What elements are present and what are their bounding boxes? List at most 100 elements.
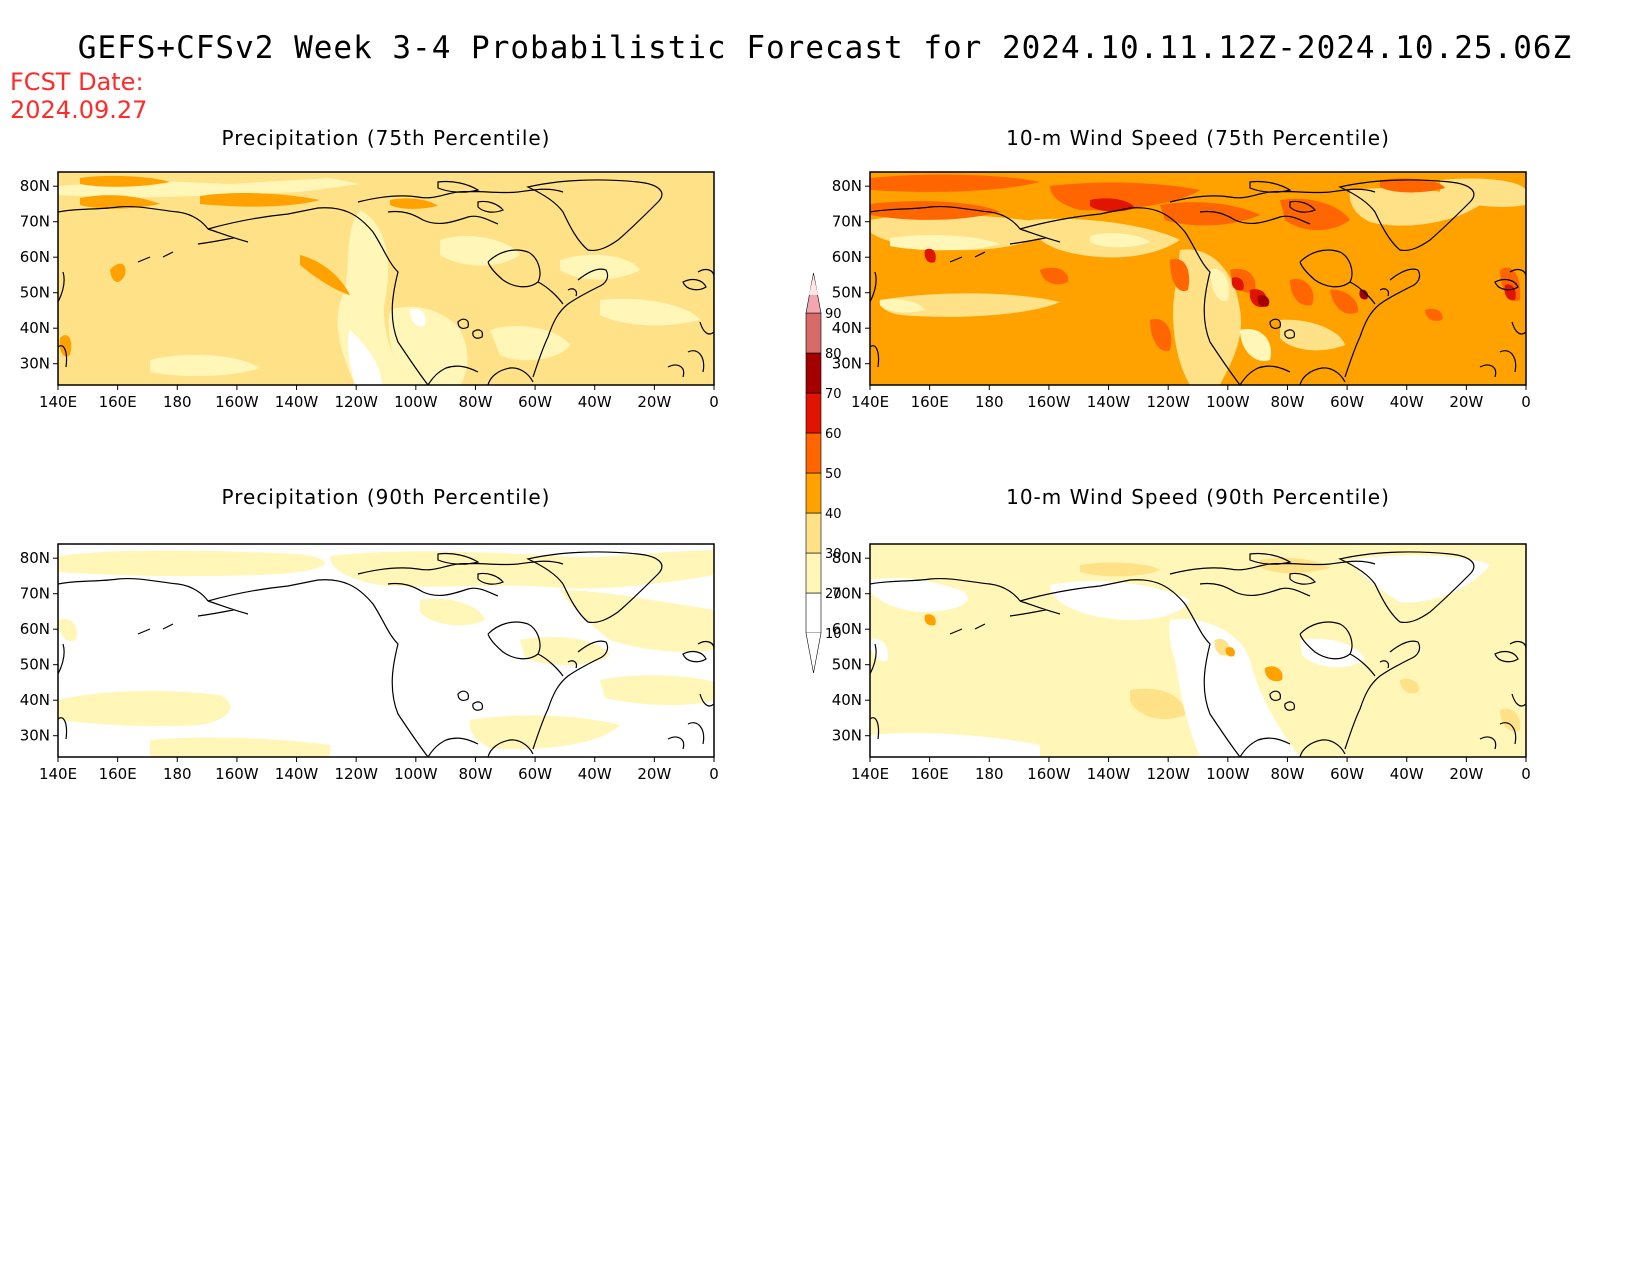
lat-tick-label: 70N [20, 213, 50, 231]
map-frame [57, 171, 715, 386]
colorbar-swatch [805, 432, 822, 474]
lon-tick-label: 140W [275, 393, 319, 411]
lon-tick-label: 160E [911, 765, 949, 783]
lon-tick-label: 20W [1449, 393, 1483, 411]
lat-tick-label: 80N [832, 177, 862, 195]
lon-tick-label: 160W [1027, 393, 1071, 411]
lon-tick-label: 140W [1087, 393, 1131, 411]
lat-tick-label: 60N [832, 248, 862, 266]
lat-tick-label: 60N [832, 620, 862, 638]
lat-tick-label: 80N [20, 549, 50, 567]
colorbar-top-cap [809, 275, 818, 295]
lon-tick-label: 140E [39, 765, 77, 783]
lat-tick-label: 30N [20, 727, 50, 745]
map-panel-wind-90 [870, 544, 1526, 757]
map-frame [869, 543, 1527, 758]
probability-contours-high [1080, 557, 1521, 732]
lat-tick-label: 50N [832, 284, 862, 302]
colorbar-swatch [805, 352, 822, 394]
coastline [870, 551, 1526, 757]
map-frame [869, 171, 1527, 386]
panel-title-precip-90: Precipitation (90th Percentile) [221, 485, 551, 509]
lon-tick-label: 160W [1027, 765, 1071, 783]
forecast-date: FCST Date: 2024.09.27 [10, 68, 147, 124]
lon-tick-label: 60W [1330, 393, 1364, 411]
lon-tick-label: 180 [975, 765, 1004, 783]
map-panel-precip-90 [58, 544, 714, 757]
lat-tick-label: 70N [832, 585, 862, 603]
lat-tick-label: 80N [832, 549, 862, 567]
map-panel-wind-75 [870, 172, 1526, 385]
lon-tick-label: 180 [975, 393, 1004, 411]
lon-tick-label: 160W [215, 393, 259, 411]
lon-tick-label: 0 [709, 393, 719, 411]
lon-tick-label: 60W [518, 393, 552, 411]
lat-tick-label: 40N [20, 691, 50, 709]
lat-tick-label: 50N [20, 284, 50, 302]
colorbar-swatch [805, 592, 822, 634]
colorbar-tick-label: 70 [825, 387, 842, 402]
lon-tick-label: 140E [851, 765, 889, 783]
colorbar-tick-label: 60 [825, 427, 842, 442]
colorbar: 90 80 70 60 50 40 30 20 10 [805, 272, 842, 674]
probability-contours-lower [880, 233, 1271, 361]
lon-tick-label: 140W [1087, 765, 1131, 783]
probability-contours-high [59, 175, 438, 357]
colorbar-tick-label: 20 [825, 587, 842, 602]
lon-tick-label: 120W [1146, 765, 1190, 783]
lon-tick-label: 120W [334, 393, 378, 411]
coastline-panel-1 [870, 179, 1526, 385]
lon-tick-label: 80W [1270, 393, 1304, 411]
lon-tick-label: 120W [334, 765, 378, 783]
probability-contours-low [58, 550, 714, 757]
probability-contours-min [347, 308, 426, 385]
map-panel-precip-75 [58, 172, 714, 385]
lat-tick-label: 80N [20, 177, 50, 195]
lon-tick-label: 20W [1449, 765, 1483, 783]
lon-tick-label: 40W [578, 765, 612, 783]
coastline [870, 179, 1526, 385]
lon-tick-label: 180 [163, 393, 192, 411]
lat-tick-label: 60N [20, 620, 50, 638]
lat-tick-label: 30N [20, 355, 50, 373]
lon-tick-label: 160E [99, 765, 137, 783]
lon-tick-label: 140E [39, 393, 77, 411]
lon-tick-label: 0 [709, 765, 719, 783]
lon-tick-label: 120W [1146, 393, 1190, 411]
lon-tick-label: 60W [1330, 765, 1364, 783]
lat-tick-label: 30N [832, 355, 862, 373]
lon-tick-label: 100W [1206, 765, 1250, 783]
lon-tick-label: 100W [1206, 393, 1250, 411]
lat-tick-label: 70N [20, 585, 50, 603]
lon-tick-label: 0 [1521, 765, 1531, 783]
map-overlays: 140E 160E 180 160W 140W 120W 100W 80W 60W 40W 20W 0… [20, 171, 1531, 783]
colorbar-tick-label: 90 [825, 307, 842, 322]
lon-tick-label: 80W [458, 393, 492, 411]
lon-tick-label: 0 [1521, 393, 1531, 411]
lat-tick-label: 70N [832, 213, 862, 231]
probability-contours-min [870, 555, 1490, 757]
coastline-panel-3 [870, 551, 1526, 757]
lon-tick-label: 160W [215, 765, 259, 783]
colorbar-tick-label: 40 [825, 507, 842, 522]
lat-tick-label: 40N [832, 691, 862, 709]
main-title: GEFS+CFSv2 Week 3-4 Probabilistic Foreca… [77, 30, 1573, 66]
colorbar-tick-label: 80 [825, 347, 842, 362]
colorbar-swatch [805, 312, 822, 354]
lon-tick-label: 60W [518, 765, 552, 783]
lat-tick-label: 40N [20, 319, 50, 337]
lon-tick-label: 180 [163, 765, 192, 783]
probability-contours-highest [1257, 289, 1369, 307]
coastline-panel-0 [58, 179, 714, 385]
colorbar-swatch [805, 552, 822, 594]
coastline [58, 551, 714, 757]
lon-tick-label: 40W [1390, 393, 1424, 411]
lon-tick-label: 140E [851, 393, 889, 411]
lon-tick-label: 80W [458, 765, 492, 783]
coastline-panel-2 [58, 551, 714, 757]
probability-contours-high [870, 174, 1521, 351]
lon-tick-label: 100W [394, 393, 438, 411]
lon-tick-label: 20W [637, 393, 671, 411]
lon-tick-label: 40W [1390, 765, 1424, 783]
